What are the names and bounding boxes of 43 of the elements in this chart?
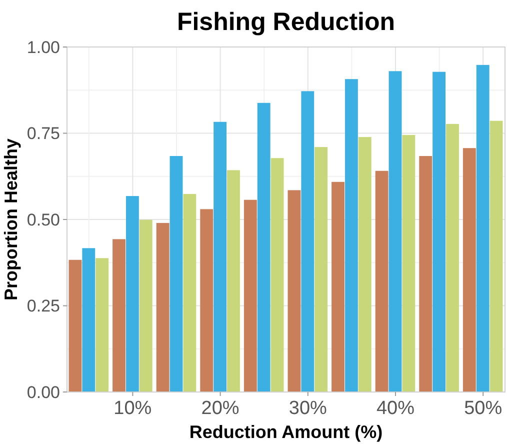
- x-tick-label: 30%: [288, 398, 328, 419]
- bar: [419, 156, 432, 392]
- bar: [126, 196, 139, 392]
- bar: [139, 220, 152, 392]
- bar: [332, 182, 344, 392]
- bar: [446, 124, 459, 392]
- bar: [301, 91, 314, 392]
- bar: [388, 71, 402, 392]
- bar: [432, 72, 446, 392]
- bar: [402, 134, 416, 392]
- bar: [96, 258, 109, 392]
- bar: [257, 102, 270, 392]
- bar: [288, 190, 301, 392]
- bar: [462, 148, 476, 392]
- y-tick-label: 0.75: [26, 124, 60, 144]
- bar: [490, 120, 503, 392]
- y-tick-label: 0.00: [26, 382, 60, 402]
- y-axis-title: Proportion Healthy: [1, 138, 21, 301]
- bar: [314, 147, 328, 392]
- bar: [68, 260, 82, 392]
- bar: [112, 239, 126, 392]
- bar: [244, 200, 257, 392]
- bar: [183, 194, 196, 392]
- bar: [375, 170, 388, 392]
- bar: [270, 158, 284, 392]
- bar: [200, 209, 214, 392]
- chart-title: Fishing Reduction: [176, 8, 396, 36]
- bar: [156, 222, 170, 392]
- bar: [170, 156, 183, 392]
- bar: [214, 122, 227, 392]
- y-tick-label: 1.00: [26, 38, 60, 57]
- x-tick-label: 40%: [376, 398, 415, 419]
- bar: [358, 137, 372, 392]
- bar: [344, 79, 358, 392]
- x-tick-label: 20%: [201, 398, 240, 419]
- x-axis-title: Reduction Amount (%): [189, 422, 383, 442]
- bar: [476, 64, 490, 392]
- bar: [82, 248, 96, 392]
- x-tick-label: 50%: [464, 398, 502, 419]
- y-tick-label: 0.50: [26, 210, 60, 230]
- x-tick-label: 10%: [114, 398, 152, 419]
- y-tick-label: 0.25: [26, 296, 60, 316]
- bar: [227, 170, 240, 392]
